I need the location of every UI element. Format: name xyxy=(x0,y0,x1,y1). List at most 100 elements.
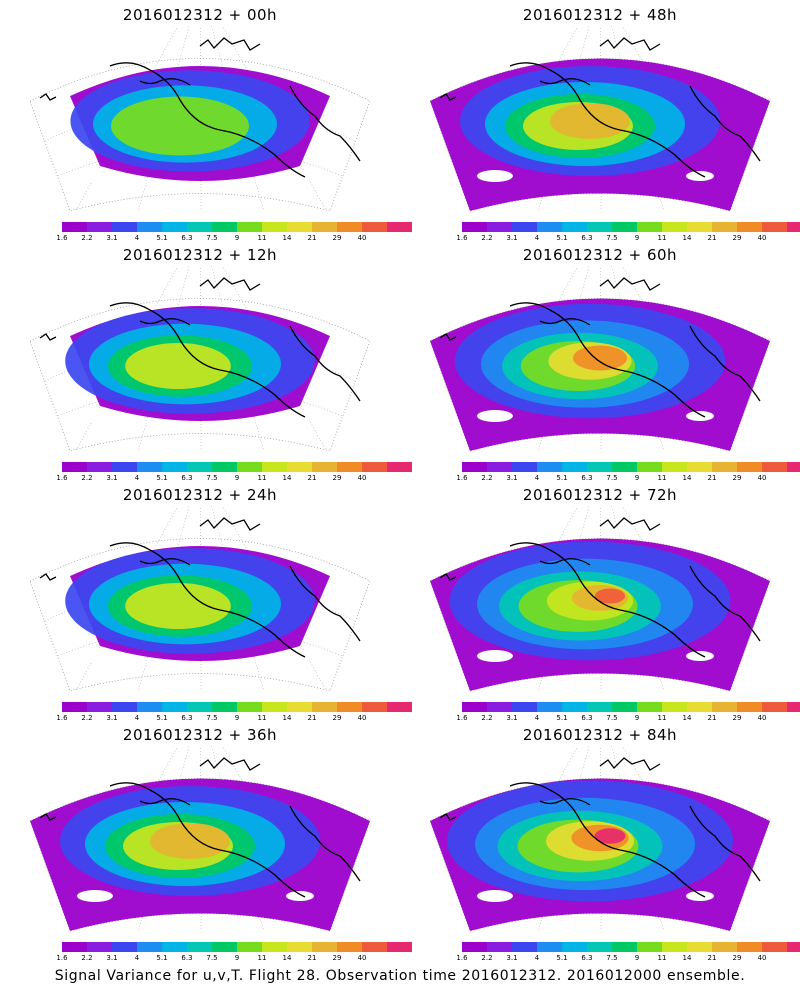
colorbar-swatch xyxy=(337,942,362,952)
colorbar-label: 5.1 xyxy=(556,714,568,722)
colorbar-swatch xyxy=(512,942,537,952)
colorbar-swatch xyxy=(337,702,362,712)
panel-title: 2016012312 + 00h xyxy=(122,6,278,24)
panel-title: 2016012312 + 48h xyxy=(522,6,678,24)
forecast-panel: 2016012312 + 00h 1.6 2.2 3.1 4 5.1 6.3 7.5 9 11 14… xyxy=(0,0,412,242)
colorbar-swatch xyxy=(262,942,287,952)
colorbar-label: 29 xyxy=(732,954,742,962)
colorbar-label: 3.1 xyxy=(506,954,518,962)
colorbar-swatch xyxy=(137,942,162,952)
colorbar-swatch xyxy=(487,942,512,952)
colorbar-swatch xyxy=(362,702,387,712)
colorbar-swatch xyxy=(337,462,362,472)
colorbar-label: 11 xyxy=(657,474,667,482)
forecast-panel: 2016012312 + 36h 1.6 2.2 3.1 4 5.1 6.3 7.5 9 11 14… xyxy=(0,720,412,962)
colorbar-swatch xyxy=(112,702,137,712)
colorbar-swatch xyxy=(387,942,412,952)
colorbar xyxy=(62,462,412,472)
colorbar-label: 5.1 xyxy=(156,234,168,242)
colorbar-swatch xyxy=(587,942,612,952)
colorbar-swatch xyxy=(587,702,612,712)
colorbar-label: 40 xyxy=(757,714,767,722)
colorbar-swatch xyxy=(312,222,337,232)
colorbar-swatch xyxy=(787,462,800,472)
colorbar-swatch xyxy=(637,702,662,712)
variance-map xyxy=(29,746,371,932)
colorbar-label: 40 xyxy=(757,954,767,962)
colorbar-swatch xyxy=(737,942,762,952)
panel-title: 2016012312 + 84h xyxy=(522,726,678,744)
colorbar-labels: 1.6 2.2 3.1 4 5.1 6.3 7.5 9 11 14 21 29 40 xyxy=(56,474,366,484)
colorbar-label: 7.5 xyxy=(606,234,618,242)
colorbar-swatch xyxy=(537,222,562,232)
colorbar-label: 11 xyxy=(257,714,267,722)
colorbar-label: 9 xyxy=(234,714,240,722)
colorbar-swatch xyxy=(612,702,637,712)
colorbar-label: 9 xyxy=(634,954,640,962)
colorbar-swatch xyxy=(62,942,87,952)
colorbar-label: 1.6 xyxy=(56,474,68,482)
colorbar-label: 2.2 xyxy=(481,474,493,482)
colorbar-label: 11 xyxy=(257,234,267,242)
variance-map xyxy=(29,506,371,692)
colorbar-label: 5.1 xyxy=(556,474,568,482)
colorbar-swatch xyxy=(337,222,362,232)
forecast-panel: 2016012312 + 48h 1.6 2.2 3.1 4 5.1 6.3 7.5 9 11 14… xyxy=(400,0,800,242)
colorbar-swatch xyxy=(87,462,112,472)
colorbar-swatch xyxy=(537,942,562,952)
colorbar-swatch xyxy=(662,702,687,712)
colorbar-label: 6.3 xyxy=(581,714,593,722)
colorbar-swatch xyxy=(62,462,87,472)
colorbar-swatch xyxy=(712,222,737,232)
colorbar-label: 14 xyxy=(282,474,292,482)
colorbar-swatch xyxy=(87,222,112,232)
colorbar-label: 1.6 xyxy=(56,234,68,242)
colorbar-swatch xyxy=(362,462,387,472)
colorbar-label: 29 xyxy=(732,714,742,722)
colorbar-swatch xyxy=(587,222,612,232)
colorbar-swatch xyxy=(687,702,712,712)
colorbar-swatch xyxy=(287,222,312,232)
colorbar-swatch xyxy=(87,702,112,712)
colorbar-label: 3.1 xyxy=(106,954,118,962)
colorbar-swatch xyxy=(187,942,212,952)
colorbar-labels: 1.6 2.2 3.1 4 5.1 6.3 7.5 9 11 14 21 29 40 xyxy=(56,234,366,244)
colorbar-label: 40 xyxy=(357,234,367,242)
colorbar xyxy=(462,702,800,712)
colorbar-label: 7.5 xyxy=(606,714,618,722)
colorbar-swatch xyxy=(762,462,787,472)
colorbar-swatch xyxy=(712,702,737,712)
colorbar-label: 21 xyxy=(307,954,317,962)
panel-title: 2016012312 + 72h xyxy=(522,486,678,504)
colorbar-label: 14 xyxy=(282,714,292,722)
colorbar-label: 7.5 xyxy=(206,714,218,722)
colorbar-swatch xyxy=(62,222,87,232)
colorbar-label: 6.3 xyxy=(581,474,593,482)
colorbar-label: 4 xyxy=(134,474,140,482)
colorbar xyxy=(62,222,412,232)
panel-title: 2016012312 + 60h xyxy=(522,246,678,264)
colorbar-swatch xyxy=(512,462,537,472)
colorbar-swatch xyxy=(187,462,212,472)
colorbar-label: 5.1 xyxy=(156,474,168,482)
colorbar-label: 1.6 xyxy=(456,474,468,482)
colorbar-swatch xyxy=(262,702,287,712)
colorbar-swatch xyxy=(312,942,337,952)
colorbar-swatch xyxy=(162,702,187,712)
colorbar-swatch xyxy=(762,702,787,712)
colorbar-label: 5.1 xyxy=(156,954,168,962)
colorbar-label: 21 xyxy=(707,714,717,722)
colorbar-labels: 1.6 2.2 3.1 4 5.1 6.3 7.5 9 11 14 21 29 40 xyxy=(456,474,766,484)
colorbar-label: 3.1 xyxy=(506,714,518,722)
colorbar-label: 6.3 xyxy=(581,234,593,242)
colorbar-swatch xyxy=(212,462,237,472)
colorbar-swatch xyxy=(787,222,800,232)
colorbar-label: 2.2 xyxy=(81,954,93,962)
variance-map xyxy=(29,266,371,452)
colorbar-label: 29 xyxy=(732,474,742,482)
colorbar-label: 14 xyxy=(682,954,692,962)
colorbar-labels: 1.6 2.2 3.1 4 5.1 6.3 7.5 9 11 14 21 29 40 xyxy=(56,714,366,724)
colorbar-swatch xyxy=(112,222,137,232)
colorbar-swatch xyxy=(387,462,412,472)
colorbar-swatch xyxy=(112,462,137,472)
